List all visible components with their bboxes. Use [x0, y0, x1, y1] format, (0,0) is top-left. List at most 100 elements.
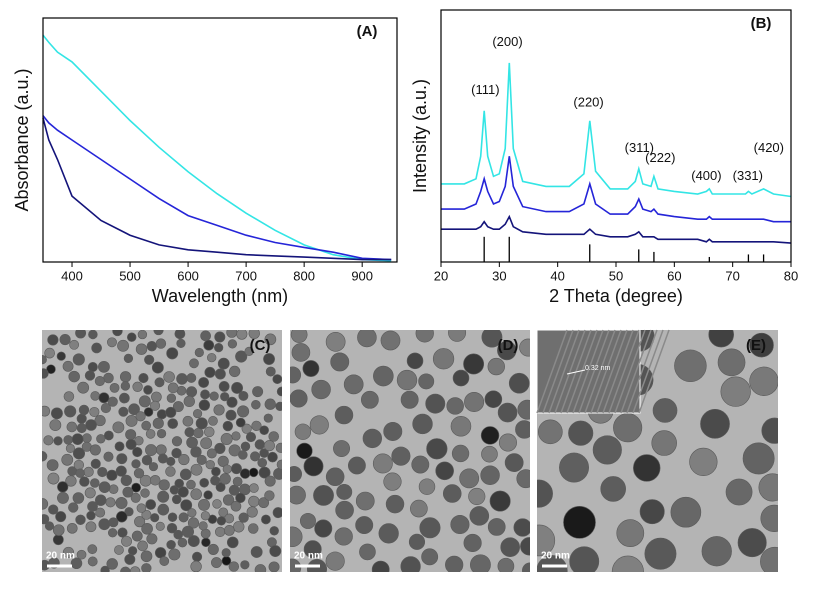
series-line [42, 117, 392, 261]
particle [334, 527, 353, 546]
particle [151, 391, 162, 403]
series-line [441, 156, 791, 223]
particle [203, 490, 213, 500]
particle [115, 465, 127, 477]
particle [123, 353, 134, 364]
particle [75, 468, 85, 478]
particle [219, 473, 231, 485]
particle [48, 504, 59, 515]
particle [450, 514, 470, 535]
particle [52, 534, 64, 546]
particle [674, 349, 707, 383]
particle [163, 371, 175, 383]
particle [61, 453, 74, 466]
particle [141, 563, 152, 572]
particle [760, 504, 778, 532]
particle [116, 511, 128, 523]
particle [355, 491, 375, 511]
particle [42, 498, 49, 510]
particle [400, 390, 419, 409]
particle [223, 525, 235, 536]
particle [378, 523, 399, 544]
particle [89, 444, 101, 456]
particle [252, 386, 264, 398]
particle [435, 461, 454, 481]
particle [148, 462, 159, 472]
peak-label: (220) [573, 95, 603, 110]
particle [195, 417, 208, 430]
particle [516, 469, 530, 489]
particle [159, 556, 170, 566]
particle [749, 366, 778, 396]
lattice-fringe [632, 329, 664, 414]
particle [155, 521, 165, 531]
particle [268, 561, 280, 572]
particle [290, 466, 302, 483]
peak-label: (400) [691, 168, 721, 183]
particle [42, 514, 50, 525]
particle [258, 497, 270, 509]
particle [117, 339, 130, 352]
particle [120, 566, 131, 572]
particle [87, 556, 98, 567]
particle [85, 521, 97, 533]
particle [498, 433, 517, 452]
particle [221, 548, 231, 558]
particles [42, 330, 282, 572]
particle [51, 407, 63, 420]
particle [166, 456, 176, 467]
particle [211, 557, 222, 568]
particle [103, 372, 114, 384]
particle [131, 482, 142, 493]
particle [489, 490, 511, 512]
particle [452, 369, 470, 387]
particle [231, 463, 242, 475]
particle [470, 554, 491, 572]
particle [90, 458, 101, 469]
particle [237, 405, 250, 418]
particle [193, 427, 204, 439]
particle [264, 398, 276, 410]
particle [95, 494, 107, 506]
particle [275, 401, 282, 412]
particle [303, 456, 324, 477]
panel-label: (A) [357, 23, 378, 40]
particle [480, 426, 500, 445]
x-axis-title: Wavelength (nm) [152, 286, 288, 306]
particle [145, 444, 157, 457]
particle [348, 456, 366, 475]
particle [254, 439, 266, 450]
particle [144, 354, 155, 365]
particle [198, 377, 210, 388]
particle [263, 353, 275, 365]
particle [264, 475, 276, 487]
particle [701, 536, 732, 567]
particle [652, 398, 678, 423]
particle [157, 490, 170, 503]
particle [82, 433, 92, 443]
particle [442, 484, 462, 503]
particle [241, 423, 252, 434]
particle [240, 441, 251, 452]
particle [209, 391, 219, 401]
particle [72, 447, 85, 460]
particle [235, 417, 246, 428]
particle [248, 467, 259, 478]
particle [383, 422, 403, 441]
particle [200, 511, 211, 521]
particle [187, 535, 200, 547]
particle [167, 382, 179, 394]
particle [182, 415, 194, 427]
particle [112, 330, 123, 337]
particle [85, 419, 97, 431]
particle [96, 434, 106, 444]
particle [263, 440, 275, 452]
particle [362, 428, 383, 449]
particle [167, 418, 179, 429]
particle [226, 396, 238, 408]
particle [154, 377, 165, 388]
particle [616, 519, 645, 548]
particle [122, 486, 134, 498]
particle [190, 488, 202, 500]
particle [206, 448, 217, 459]
